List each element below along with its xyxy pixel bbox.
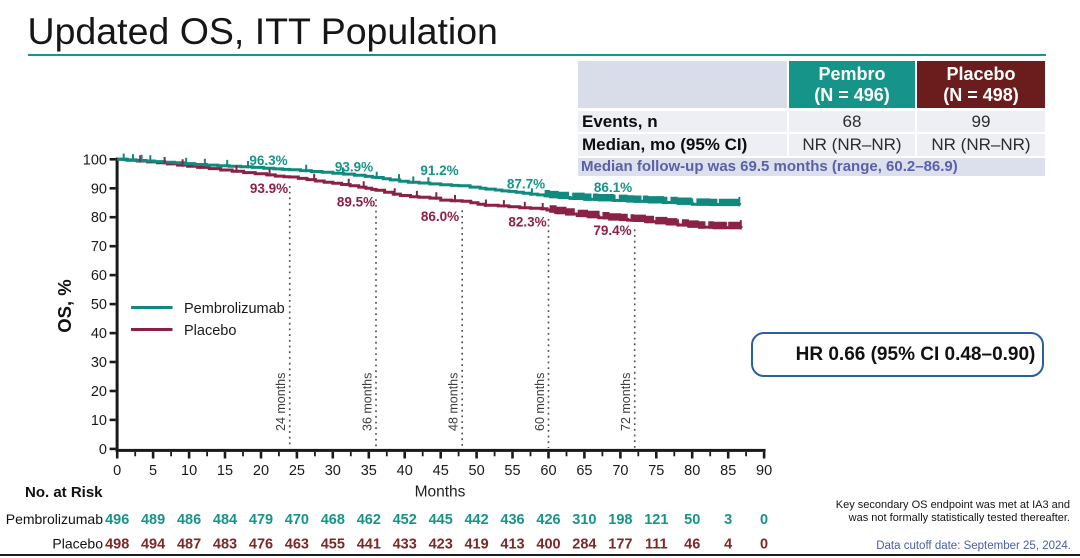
svg-text:60: 60 <box>91 268 107 284</box>
svg-text:65: 65 <box>576 463 592 479</box>
svg-text:72 months: 72 months <box>619 373 633 431</box>
svg-text:0: 0 <box>113 463 121 479</box>
svg-text:419: 419 <box>464 537 488 553</box>
svg-text:79.4%: 79.4% <box>593 223 631 238</box>
svg-text:489: 489 <box>141 512 165 528</box>
svg-text:486: 486 <box>177 512 201 528</box>
svg-text:455: 455 <box>321 537 345 553</box>
svg-text:3: 3 <box>724 512 732 528</box>
svg-text:121: 121 <box>644 512 668 528</box>
svg-text:60 months: 60 months <box>533 373 547 431</box>
svg-text:Placebo: Placebo <box>52 536 103 552</box>
svg-text:0: 0 <box>760 512 768 528</box>
svg-text:90: 90 <box>756 463 772 479</box>
svg-text:198: 198 <box>608 512 632 528</box>
svg-text:96.3%: 96.3% <box>249 153 287 168</box>
svg-text:80: 80 <box>91 210 107 226</box>
svg-text:413: 413 <box>500 537 524 553</box>
svg-text:40: 40 <box>397 463 413 479</box>
svg-text:468: 468 <box>321 512 345 528</box>
svg-text:445: 445 <box>429 512 453 528</box>
svg-text:91.2%: 91.2% <box>420 163 458 178</box>
svg-text:470: 470 <box>285 512 309 528</box>
svg-text:5: 5 <box>149 463 157 479</box>
svg-text:70: 70 <box>612 463 628 479</box>
svg-text:20: 20 <box>253 463 269 479</box>
svg-text:70: 70 <box>91 239 107 255</box>
svg-text:35: 35 <box>361 463 377 479</box>
svg-text:483: 483 <box>213 537 237 553</box>
svg-text:10: 10 <box>181 463 197 479</box>
svg-text:82.3%: 82.3% <box>508 215 546 230</box>
svg-text:0: 0 <box>99 442 107 458</box>
svg-text:433: 433 <box>393 537 417 553</box>
svg-text:484: 484 <box>213 512 237 528</box>
svg-text:93.9%: 93.9% <box>250 181 288 196</box>
svg-text:423: 423 <box>429 537 453 553</box>
svg-text:75: 75 <box>648 463 664 479</box>
svg-text:80: 80 <box>684 463 700 479</box>
svg-text:No. at Risk: No. at Risk <box>25 484 103 501</box>
svg-text:479: 479 <box>249 512 273 528</box>
svg-text:55: 55 <box>504 463 520 479</box>
svg-text:87.7%: 87.7% <box>507 177 545 192</box>
svg-text:Placebo: Placebo <box>184 323 236 339</box>
svg-text:436: 436 <box>500 512 524 528</box>
svg-text:30: 30 <box>91 355 107 371</box>
svg-text:10: 10 <box>91 413 107 429</box>
svg-text:476: 476 <box>249 537 273 553</box>
svg-text:30: 30 <box>325 463 341 479</box>
svg-text:89.5%: 89.5% <box>337 195 375 210</box>
svg-text:498: 498 <box>105 537 129 553</box>
svg-text:4: 4 <box>724 537 732 553</box>
svg-text:93.9%: 93.9% <box>335 160 373 175</box>
svg-text:OS, %: OS, % <box>54 279 75 332</box>
svg-text:441: 441 <box>357 537 381 553</box>
svg-text:Pembrolizumab: Pembrolizumab <box>184 301 285 317</box>
svg-text:310: 310 <box>572 512 596 528</box>
svg-text:426: 426 <box>536 512 560 528</box>
svg-text:86.0%: 86.0% <box>421 209 459 224</box>
svg-text:85: 85 <box>720 463 736 479</box>
svg-text:25: 25 <box>289 463 305 479</box>
svg-text:463: 463 <box>285 537 309 553</box>
svg-text:Pembrolizumab: Pembrolizumab <box>6 511 103 527</box>
svg-text:284: 284 <box>572 537 596 553</box>
svg-text:496: 496 <box>105 512 129 528</box>
svg-text:400: 400 <box>536 537 560 553</box>
svg-text:40: 40 <box>91 326 107 342</box>
svg-text:86.1%: 86.1% <box>594 180 632 195</box>
svg-text:50: 50 <box>684 512 700 528</box>
svg-text:177: 177 <box>608 537 632 553</box>
svg-text:90: 90 <box>91 181 107 197</box>
svg-text:60: 60 <box>540 463 556 479</box>
svg-text:20: 20 <box>91 384 107 400</box>
svg-text:46: 46 <box>684 537 700 553</box>
svg-text:Months: Months <box>415 484 466 501</box>
svg-text:100: 100 <box>83 152 107 168</box>
svg-text:452: 452 <box>393 512 417 528</box>
svg-text:15: 15 <box>217 463 233 479</box>
svg-text:50: 50 <box>91 297 107 313</box>
svg-text:462: 462 <box>357 512 381 528</box>
svg-text:111: 111 <box>645 537 668 553</box>
svg-text:45: 45 <box>433 463 449 479</box>
svg-text:24 months: 24 months <box>274 373 288 431</box>
svg-text:48 months: 48 months <box>447 373 461 431</box>
svg-text:36 months: 36 months <box>361 373 375 431</box>
svg-text:442: 442 <box>464 512 488 528</box>
svg-text:494: 494 <box>141 537 165 553</box>
svg-text:50: 50 <box>469 463 485 479</box>
svg-text:0: 0 <box>760 537 768 553</box>
svg-text:487: 487 <box>177 537 201 553</box>
